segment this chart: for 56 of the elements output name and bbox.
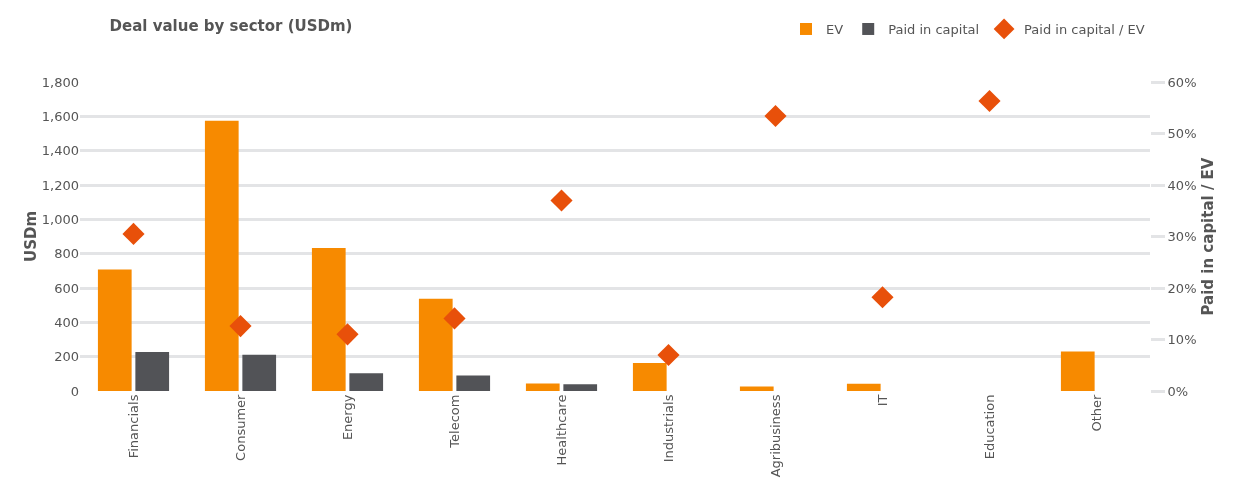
- bar: [135, 352, 170, 391]
- bar: [563, 384, 598, 391]
- legend-label: EV: [826, 22, 844, 38]
- point: [978, 90, 1001, 113]
- x-tick-label: Consumer: [232, 393, 248, 461]
- point: [336, 323, 359, 346]
- y2-tick-label: 40%: [1167, 177, 1197, 193]
- x-tick-label: Healthcare: [553, 394, 569, 466]
- bar: [311, 248, 346, 391]
- bar: [525, 383, 560, 391]
- point: [229, 315, 252, 338]
- y2-axis-title: Paid in capital / EV: [1198, 157, 1217, 316]
- y2-tick-label: 0%: [1167, 383, 1189, 399]
- y-tick-label: 600: [54, 280, 79, 296]
- y-tick-label: 1,600: [41, 108, 79, 124]
- bar: [418, 298, 453, 391]
- y-tick-label: 1,200: [41, 177, 79, 193]
- point: [871, 286, 894, 309]
- bar: [204, 120, 239, 391]
- point: [122, 222, 145, 245]
- y-tick-label: 800: [54, 246, 79, 262]
- point: [443, 307, 466, 330]
- bar: [1060, 351, 1095, 391]
- legend-label: Paid in capital / EV: [1024, 22, 1145, 38]
- bar: [456, 375, 491, 391]
- x-tick-label: Telecom: [446, 394, 462, 449]
- bar: [97, 269, 132, 391]
- y2-tick-label: 50%: [1167, 126, 1197, 142]
- legend-label: Paid in capital: [888, 22, 980, 38]
- y-tick-label: 400: [54, 314, 79, 330]
- bar: [632, 363, 667, 391]
- point: [657, 343, 680, 366]
- bar: [846, 383, 881, 391]
- y-tick-label: 0: [70, 383, 79, 399]
- y-tick-label: 200: [54, 349, 79, 365]
- x-tick-label: IT: [874, 394, 890, 407]
- point: [550, 189, 573, 212]
- x-tick-label: Energy: [339, 394, 355, 441]
- point: [764, 104, 787, 128]
- y2-tick-label: 30%: [1167, 229, 1197, 245]
- x-tick-label: Financials: [125, 394, 141, 459]
- y-tick-label: 1,000: [41, 211, 79, 227]
- x-tick-label: Industrials: [660, 394, 676, 463]
- y2-tick-label: 10%: [1167, 332, 1197, 348]
- y2-tick-label: 20%: [1167, 280, 1197, 296]
- y-tick-label: 1,800: [41, 74, 79, 90]
- bar: [739, 386, 774, 391]
- x-tick-label: Agribusiness: [767, 394, 783, 478]
- chart-title: Deal value by sector (USDm): [109, 16, 353, 35]
- y2-tick-label: 60%: [1167, 74, 1197, 90]
- y-axis-title: USDm: [21, 210, 40, 263]
- x-tick-label: Other: [1088, 393, 1104, 432]
- x-tick-label: Education: [981, 394, 997, 460]
- bar: [349, 373, 384, 391]
- y-tick-label: 1,400: [41, 143, 79, 159]
- bar: [242, 354, 277, 391]
